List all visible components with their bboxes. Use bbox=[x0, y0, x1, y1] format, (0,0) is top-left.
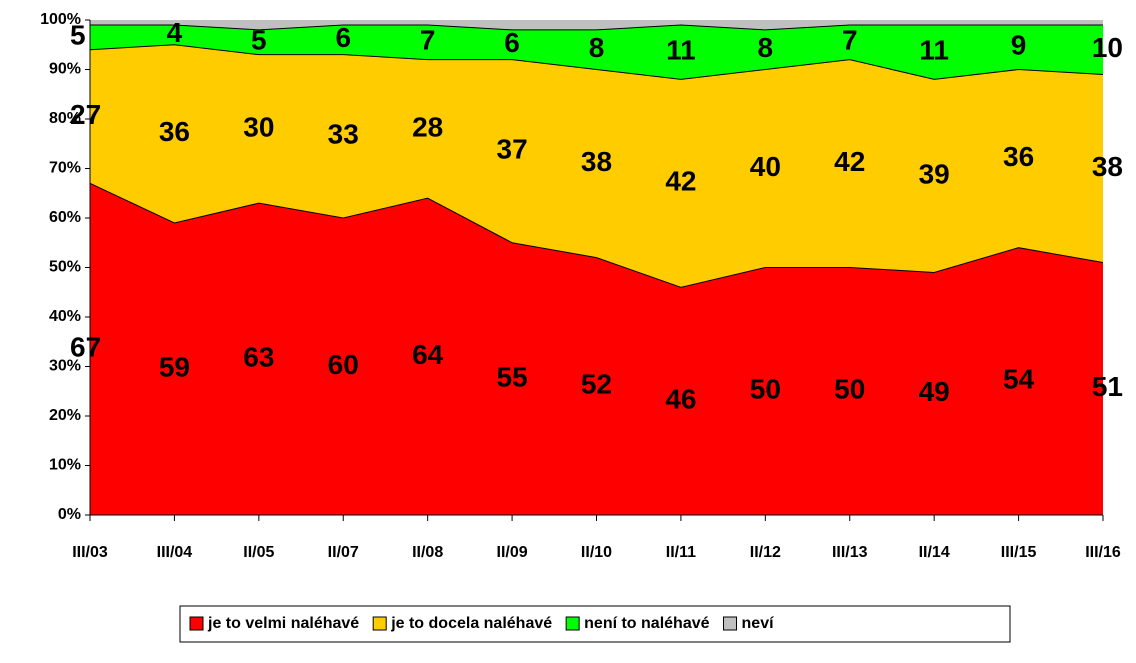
area-edge bbox=[90, 24, 1103, 31]
area bbox=[90, 20, 1103, 30]
legend-label: je to docela naléhavé bbox=[390, 615, 552, 632]
legend-label: je to velmi naléhavé bbox=[207, 615, 359, 632]
data-label: 38 bbox=[581, 146, 612, 177]
y-tick-label: 30% bbox=[49, 358, 81, 375]
y-tick-label: 0% bbox=[58, 506, 81, 523]
data-label: 67 bbox=[70, 332, 101, 363]
x-tick-label: II/11 bbox=[666, 544, 696, 561]
x-tick-label: III/15 bbox=[1001, 544, 1037, 561]
x-tick-label: II/07 bbox=[328, 544, 359, 561]
area bbox=[90, 24, 1103, 80]
y-tick-label: 60% bbox=[49, 209, 81, 226]
data-label: 39 bbox=[919, 158, 950, 189]
x-tick-label: III/03 bbox=[72, 544, 108, 561]
data-label: 9 bbox=[1011, 30, 1027, 61]
x-tick-label: III/13 bbox=[832, 544, 868, 561]
x-tick-label: III/16 bbox=[1085, 544, 1121, 561]
data-label: 60 bbox=[328, 349, 359, 380]
data-label: 50 bbox=[834, 374, 865, 405]
legend-swatch bbox=[372, 616, 387, 631]
y-tick-label: 40% bbox=[49, 308, 81, 325]
data-label: 11 bbox=[919, 35, 949, 66]
data-label: 37 bbox=[497, 134, 528, 165]
data-label: 36 bbox=[159, 116, 190, 147]
data-label: 46 bbox=[665, 384, 696, 415]
data-label: 59 bbox=[159, 351, 190, 382]
data-label: 55 bbox=[497, 361, 528, 392]
data-label: 36 bbox=[1003, 141, 1034, 172]
data-label: 50 bbox=[750, 374, 781, 405]
y-tick-label: 100% bbox=[40, 11, 81, 28]
data-label: 7 bbox=[842, 25, 858, 56]
data-label: 7 bbox=[420, 25, 436, 56]
x-tick-label: II/12 bbox=[750, 544, 781, 561]
x-tick-label: II/14 bbox=[919, 544, 950, 561]
legend-box bbox=[179, 605, 1011, 643]
data-label: 54 bbox=[1003, 364, 1035, 395]
data-label: 8 bbox=[758, 32, 774, 63]
data-label: 10 bbox=[1092, 32, 1123, 63]
data-label: 5 bbox=[251, 25, 267, 56]
data-label: 33 bbox=[328, 119, 359, 150]
data-label: 5 bbox=[70, 20, 86, 51]
data-label: 4 bbox=[167, 17, 183, 48]
data-label: 63 bbox=[243, 341, 274, 372]
x-tick-label: III/04 bbox=[157, 544, 193, 561]
legend-swatch bbox=[565, 616, 580, 631]
data-label: 8 bbox=[589, 32, 605, 63]
y-tick-label: 80% bbox=[49, 110, 81, 127]
legend-swatch bbox=[723, 616, 738, 631]
data-label: 42 bbox=[834, 146, 865, 177]
y-tick-label: 10% bbox=[49, 457, 81, 474]
data-label: 6 bbox=[335, 22, 351, 53]
x-tick-label: II/08 bbox=[412, 544, 443, 561]
data-label: 28 bbox=[412, 111, 443, 142]
x-tick-label: II/05 bbox=[243, 544, 274, 561]
legend-label: neví bbox=[742, 615, 775, 632]
legend-label: není to naléhavé bbox=[584, 615, 709, 632]
data-label: 6 bbox=[504, 27, 520, 58]
data-label: 30 bbox=[243, 111, 274, 142]
data-label: 64 bbox=[412, 339, 444, 370]
data-label: 38 bbox=[1092, 151, 1123, 182]
area bbox=[90, 44, 1103, 288]
data-label: 11 bbox=[666, 35, 696, 66]
area-edge bbox=[89, 44, 1104, 80]
data-label: 49 bbox=[919, 376, 950, 407]
y-tick-label: 90% bbox=[49, 61, 81, 78]
area-edge bbox=[89, 182, 1104, 288]
legend: je to velmi naléhavé je to docela naléhav… bbox=[179, 605, 1011, 643]
y-tick-label: 50% bbox=[49, 259, 81, 276]
data-label: 40 bbox=[750, 151, 781, 182]
x-tick-label: II/10 bbox=[581, 544, 612, 561]
legend-swatch bbox=[189, 616, 204, 631]
y-tick-label: 20% bbox=[49, 407, 81, 424]
data-label: 27 bbox=[70, 99, 101, 130]
data-label: 51 bbox=[1092, 371, 1123, 402]
y-tick-label: 70% bbox=[49, 160, 81, 177]
data-label: 42 bbox=[665, 166, 696, 197]
area bbox=[90, 183, 1103, 515]
data-label: 52 bbox=[581, 369, 612, 400]
x-tick-label: II/09 bbox=[497, 544, 528, 561]
